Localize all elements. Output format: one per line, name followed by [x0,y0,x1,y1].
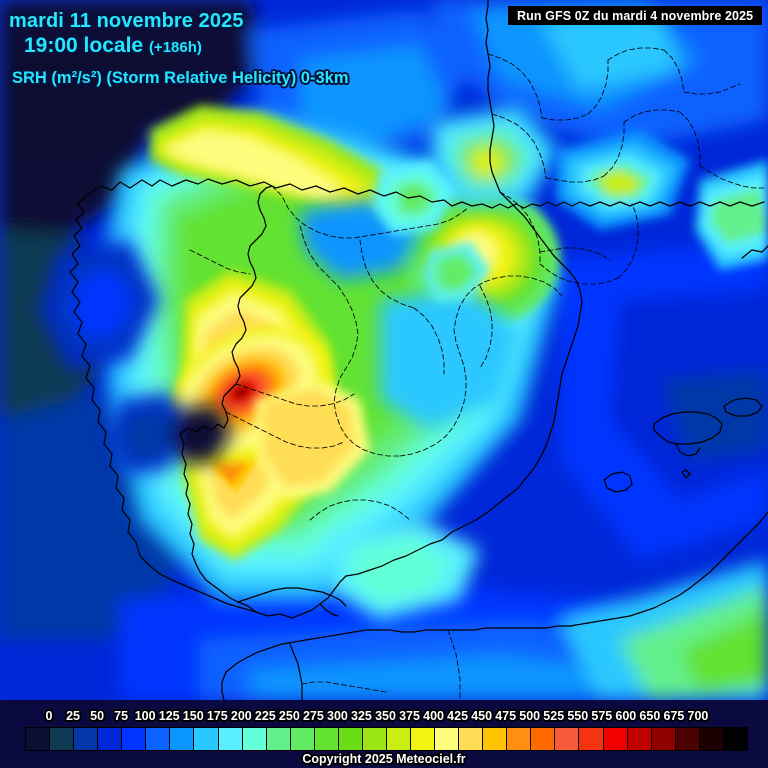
coastline-layer [69,0,768,700]
legend-swatch [314,728,339,750]
model-run-label: Run GFS 0Z du mardi 4 novembre 2025 [517,8,754,23]
legend-swatch [579,728,604,750]
legend-tick-label: 325 [351,709,372,723]
legend-swatch [459,728,484,750]
legend-swatch [362,728,387,750]
legend-tick-label: 450 [471,709,493,723]
legend-tick-label: 200 [230,709,252,723]
legend-tick-label: 675 [663,709,685,723]
legend-tick-label: 375 [399,709,420,723]
legend-swatch [290,728,315,750]
legend-tick-label: 350 [375,709,396,723]
legend-tick-label: 300 [326,709,348,723]
legend-tick-label: 100 [134,709,156,723]
legend-swatch [146,728,171,750]
color-scale-legend: 0 25 50 75 100 125 150 175 200 225 250 275 300 325 350… [0,700,768,768]
legend-swatch [483,728,508,750]
legend-tick-label: 550 [567,709,589,723]
legend-swatch [531,728,556,750]
legend-swatch [170,728,195,750]
legend-swatch [699,728,724,750]
legend-color-bar [25,727,748,751]
legend-swatch [266,728,291,750]
legend-tick-label: 650 [639,709,661,723]
legend-swatch [627,728,652,750]
legend-tick-label: 25 [66,709,81,723]
legend-swatch [74,728,99,750]
legend-tick-label: 700 [687,709,709,723]
legend-tick-label: 475 [495,709,517,723]
forecast-date-label: mardi 11 novembre 2025 [9,10,244,32]
legend-swatch [26,728,51,750]
legend-swatch [122,728,147,750]
legend-tick-label: 75 [114,709,129,723]
legend-swatch [555,728,580,750]
forecast-time-label: 19:00 locale (+186h) [24,34,202,58]
legend-tick-label: 125 [158,709,180,723]
copyright-label: Copyright 2025 Meteociel.fr [302,752,466,766]
srh-field-svg [0,0,768,700]
legend-tick-label: 575 [591,709,613,723]
legend-tick-label: 150 [182,709,204,723]
model-run-bar: Run GFS 0Z du mardi 4 novembre 2025 [508,6,763,25]
legend-tick-label: 0 [45,709,53,723]
legend-tick-label: 250 [278,709,300,723]
parameter-label: SRH (m²/s²) (Storm Relative Helicity) 0-… [12,69,349,87]
legend-tick-label: 425 [447,709,469,723]
legend-tick-label: 50 [90,709,105,723]
forecast-offset-label: (+186h) [148,39,202,56]
legend-swatch [218,728,243,750]
legend-swatch [603,728,628,750]
legend-swatch [723,728,747,750]
legend-swatch [651,728,676,750]
legend-swatch [98,728,123,750]
weather-map[interactable] [0,0,768,700]
legend-swatch [194,728,219,750]
legend-tick-label: 500 [519,709,541,723]
legend-swatch [242,728,267,750]
legend-swatch [675,728,700,750]
legend-tick-label: 275 [302,709,324,723]
forecast-time-value: 19:00 locale [24,34,144,57]
legend-swatch [386,728,411,750]
legend-swatch [50,728,75,750]
legend-tick-label: 600 [615,709,637,723]
legend-swatch [507,728,532,750]
legend-swatch [435,728,460,750]
legend-tick-labels: 0 25 50 75 100 125 150 175 200 225 250 275 300 325 350… [0,709,768,727]
legend-tick-label: 525 [543,709,565,723]
legend-swatch [338,728,363,750]
legend-tick-label: 175 [206,709,228,723]
legend-swatch [411,728,436,750]
legend-tick-label: 225 [254,709,276,723]
legend-tick-label: 400 [423,709,444,723]
